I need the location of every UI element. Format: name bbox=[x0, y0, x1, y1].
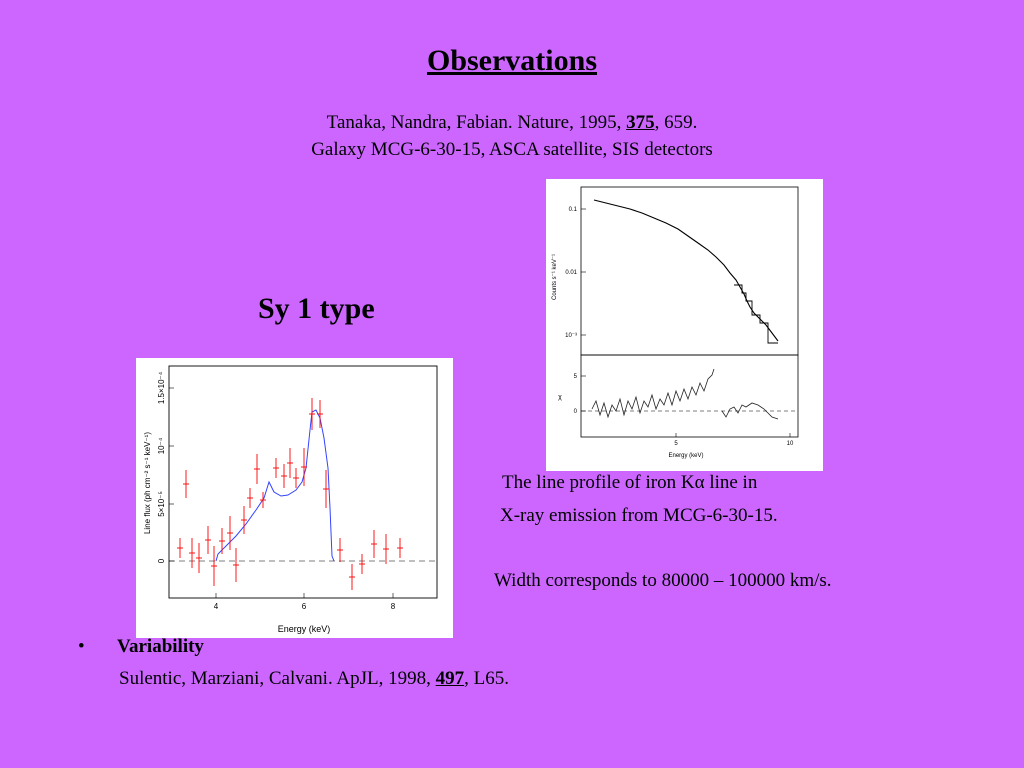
spectrum-xlabel: Energy (keV) bbox=[668, 453, 703, 459]
line-ytick: 1.5×10⁻⁴ bbox=[157, 371, 166, 404]
line-xlabel: Energy (keV) bbox=[278, 624, 331, 634]
caption-text: The line profile of iron K bbox=[502, 472, 695, 493]
sy1-type-label: Sy 1 type bbox=[258, 292, 375, 325]
residual-ytick: 5 bbox=[574, 374, 578, 380]
citation-volume: 497 bbox=[435, 668, 465, 689]
spectrum-ytick: 0.01 bbox=[565, 270, 577, 276]
citation-authors: Sulentic, Marziani, Calvani. ApJL, 1998, bbox=[119, 668, 436, 689]
caption-line-profile: The line profile of iron Kα line in bbox=[502, 472, 757, 494]
bullet-marker: • bbox=[78, 636, 85, 657]
citation-page: , 659. bbox=[654, 112, 698, 133]
caption-width: Width corresponds to 80000 – 100000 km/s… bbox=[494, 570, 832, 591]
citation-sulentic: Sulentic, Marziani, Calvani. ApJL, 1998,… bbox=[119, 668, 509, 690]
spectrum-ytick: 10⁻³ bbox=[565, 333, 577, 339]
alpha-symbol: α bbox=[694, 472, 705, 493]
line-xtick: 6 bbox=[302, 602, 307, 611]
spectrum-ylabel: Counts s⁻¹ keV⁻¹ bbox=[552, 254, 558, 300]
citation-tanaka: Tanaka, Nandra, Fabian. Nature, 1995, 37… bbox=[0, 112, 1024, 134]
line-ytick: 10⁻⁴ bbox=[157, 437, 166, 454]
line-profile-plot: 0 5×10⁻⁵ 10⁻⁴ 1.5×10⁻⁴ Line flux (ph cm⁻… bbox=[143, 365, 438, 634]
citation-page: , L65. bbox=[464, 668, 509, 689]
spectrum-xtick: 10 bbox=[787, 441, 794, 447]
residual-label: χ bbox=[558, 394, 562, 401]
line-xtick: 8 bbox=[391, 602, 396, 611]
spectrum-ytick: 0.1 bbox=[569, 207, 578, 213]
residual-ytick: 0 bbox=[574, 409, 578, 415]
spectrum-plot: 0.1 0.01 10⁻³ Counts s⁻¹ keV⁻¹ 5 0 χ 5 1… bbox=[552, 186, 799, 459]
line-profile-figure: 0 5×10⁻⁵ 10⁻⁴ 1.5×10⁻⁴ Line flux (ph cm⁻… bbox=[136, 358, 453, 638]
line-ylabel: Line flux (ph cm⁻² s⁻¹ keV⁻¹) bbox=[143, 432, 152, 534]
spectrum-xtick: 5 bbox=[674, 441, 678, 447]
spectrum-figure: 0.1 0.01 10⁻³ Counts s⁻¹ keV⁻¹ 5 0 χ 5 1… bbox=[546, 179, 823, 471]
line-ytick: 5×10⁻⁵ bbox=[157, 491, 166, 517]
line-ytick: 0 bbox=[157, 558, 166, 563]
line-xtick: 4 bbox=[214, 602, 219, 611]
caption-xray: X-ray emission from MCG-6-30-15. bbox=[500, 505, 778, 526]
citation-galaxy: Galaxy MCG-6-30-15, ASCA satellite, SIS … bbox=[311, 139, 713, 160]
variability-heading: Variability bbox=[117, 636, 204, 657]
citation-volume: 375 bbox=[626, 112, 655, 133]
caption-text: line in bbox=[704, 472, 758, 493]
citation-authors: Tanaka, Nandra, Fabian. Nature, 1995, bbox=[326, 112, 627, 133]
slide-title: Observations bbox=[426, 44, 597, 77]
